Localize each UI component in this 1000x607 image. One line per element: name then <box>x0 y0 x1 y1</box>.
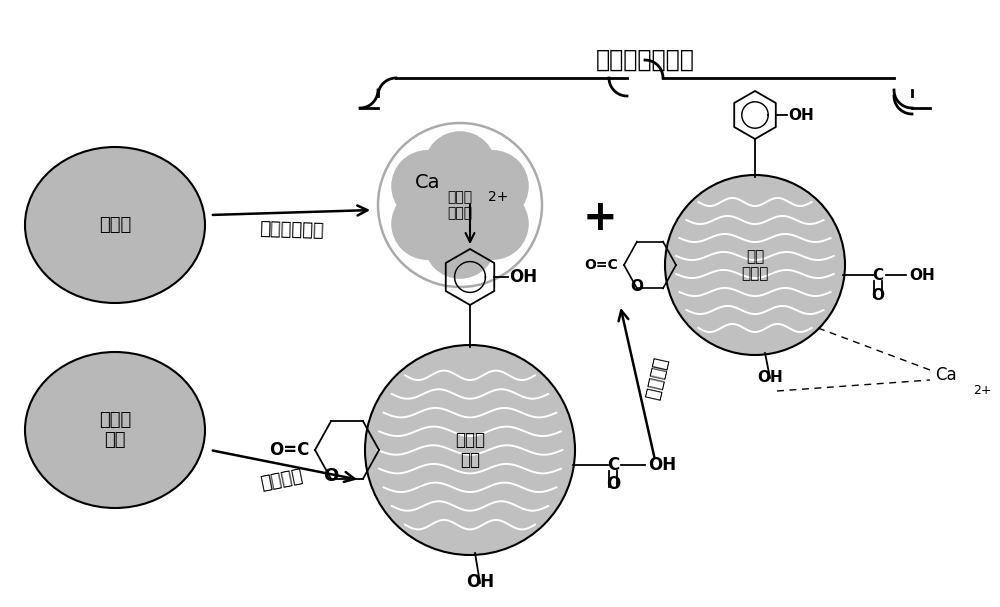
Circle shape <box>457 188 529 260</box>
Text: +: + <box>583 197 617 239</box>
Text: 盐碱土壤改良剂: 盐碱土壤改良剂 <box>596 48 694 72</box>
Text: O=C: O=C <box>584 258 618 272</box>
Ellipse shape <box>25 352 205 508</box>
Text: OH: OH <box>909 268 935 282</box>
Text: 水热生
物质: 水热生 物质 <box>455 430 485 469</box>
Text: O: O <box>872 288 885 303</box>
Text: Ca: Ca <box>415 172 440 191</box>
Text: OH: OH <box>648 456 676 474</box>
Text: O=C: O=C <box>269 441 309 459</box>
Text: C: C <box>872 268 884 282</box>
Text: Ca: Ca <box>935 366 957 384</box>
Text: 磷石膏: 磷石膏 <box>99 216 131 234</box>
Circle shape <box>424 206 496 279</box>
Text: OH: OH <box>466 573 494 591</box>
Ellipse shape <box>25 147 205 303</box>
Text: 无定型
磷石膏: 无定型 磷石膏 <box>447 190 473 220</box>
Text: 水热降解: 水热降解 <box>259 467 305 493</box>
Text: 水热
生物质: 水热 生物质 <box>741 249 769 281</box>
Text: OH: OH <box>509 268 537 286</box>
Circle shape <box>424 131 496 203</box>
Text: OH: OH <box>757 370 783 385</box>
Text: 2+: 2+ <box>973 384 992 396</box>
Text: 水热去结晶化: 水热去结晶化 <box>260 220 325 240</box>
Text: O: O <box>631 279 644 294</box>
Ellipse shape <box>665 175 845 355</box>
Text: 2+: 2+ <box>488 190 508 204</box>
Ellipse shape <box>365 345 575 555</box>
Circle shape <box>391 150 463 222</box>
Text: O: O <box>323 467 339 485</box>
Text: 化学配位: 化学配位 <box>642 356 669 401</box>
Text: C: C <box>607 456 619 474</box>
Circle shape <box>457 150 529 222</box>
Circle shape <box>440 185 480 225</box>
Circle shape <box>391 188 463 260</box>
Text: 废弃生
物质: 废弃生 物质 <box>99 410 131 449</box>
Circle shape <box>378 123 542 287</box>
Text: OH: OH <box>788 107 814 123</box>
Text: O: O <box>606 475 620 493</box>
